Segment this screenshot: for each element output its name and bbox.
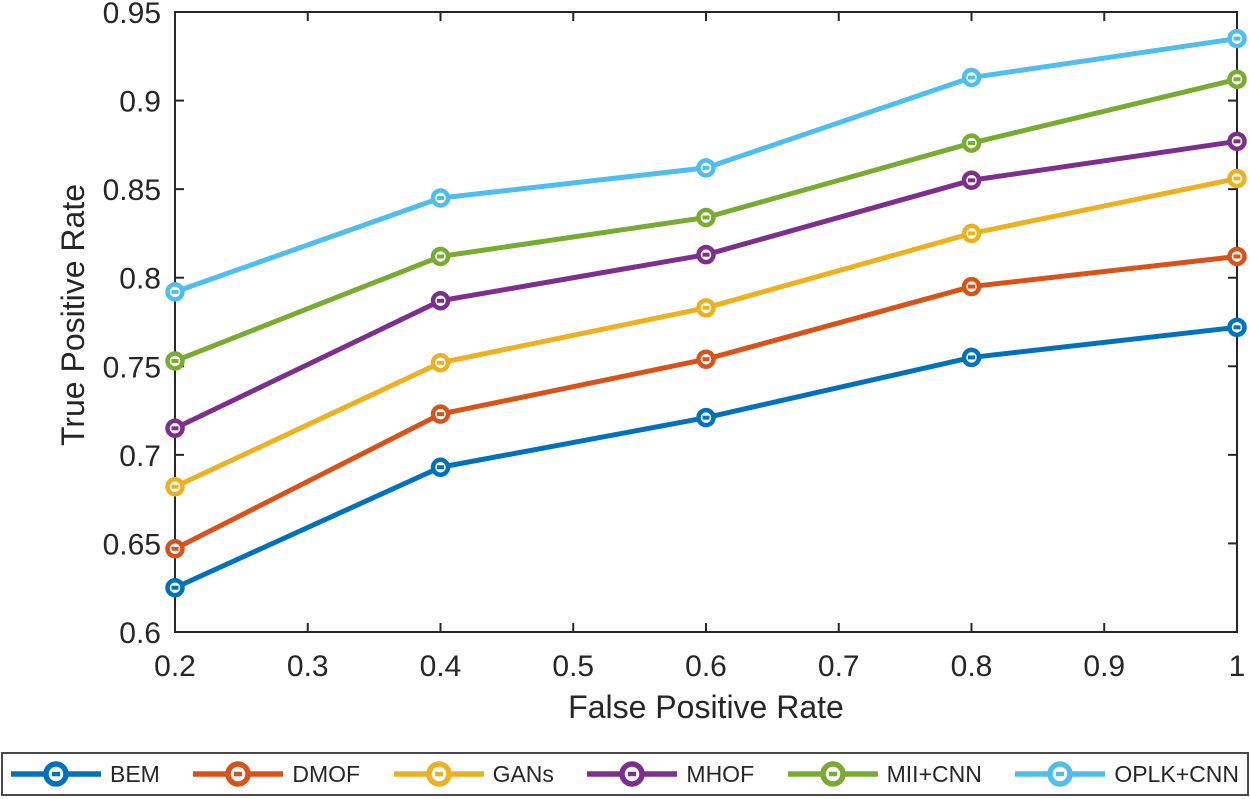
legend-label: OPLK+CNN	[1114, 760, 1239, 787]
y-tick-label: 0.85	[103, 174, 161, 207]
legend-item-OPLK+CNN: OPLK+CNN	[1015, 760, 1239, 788]
legend-item-GANs: GANs	[393, 760, 554, 788]
x-tick-label: 0.4	[420, 650, 462, 683]
x-tick-label: 0.5	[552, 650, 594, 683]
y-tick-label: 0.65	[103, 528, 161, 561]
legend-item-MHOF: MHOF	[587, 760, 754, 788]
legend-marker-icon	[1015, 761, 1106, 787]
legend-marker-icon	[11, 761, 101, 787]
x-tick-label: 0.6	[685, 650, 727, 683]
legend-marker-icon	[393, 761, 484, 787]
legend-label: MHOF	[686, 760, 755, 787]
x-axis-label: False Positive Rate	[568, 689, 844, 725]
x-tick-label: 0.3	[287, 650, 329, 683]
y-tick-label: 0.6	[119, 617, 161, 650]
roc-chart: 0.2 0.3 0.4 0.5 0.6 0.7 0.8 0.9 1 0.6 0.65 0.7 0.75 0…	[55, 0, 1247, 725]
x-tick-label: 1	[1229, 650, 1246, 683]
legend-label: DMOF	[292, 760, 361, 787]
y-tick-label: 0.75	[103, 351, 161, 384]
x-tick-label: 0.9	[1083, 650, 1125, 683]
y-tick-label: 0.95	[103, 0, 161, 30]
x-tick-label: 0.2	[154, 650, 196, 683]
legend-marker-icon	[587, 761, 678, 787]
legend-label: BEM	[110, 760, 160, 787]
legend-label: GANs	[492, 760, 554, 787]
series-line-MHOF	[173, 138, 1238, 431]
legend-marker-icon	[193, 761, 284, 787]
y-axis-label: True Positive Rate	[55, 184, 91, 446]
legend-item-DMOF: DMOF	[193, 760, 360, 788]
x-tick-label: 0.7	[818, 650, 860, 683]
legend-marker-icon	[787, 761, 878, 787]
chart-legend: BEM DMOF GANs MHOF MII+CNN OPLK+CNN	[1, 752, 1249, 796]
y-tick-label: 0.9	[119, 86, 161, 119]
y-tick-label: 0.8	[119, 263, 161, 296]
legend-label: MII+CNN	[886, 760, 982, 787]
y-tick-label: 0.7	[119, 440, 161, 473]
legend-item-BEM: BEM	[11, 760, 160, 788]
plot-box	[174, 11, 1238, 633]
x-tick-label: 0.8	[951, 650, 993, 683]
legend-item-MII+CNN: MII+CNN	[787, 760, 982, 788]
